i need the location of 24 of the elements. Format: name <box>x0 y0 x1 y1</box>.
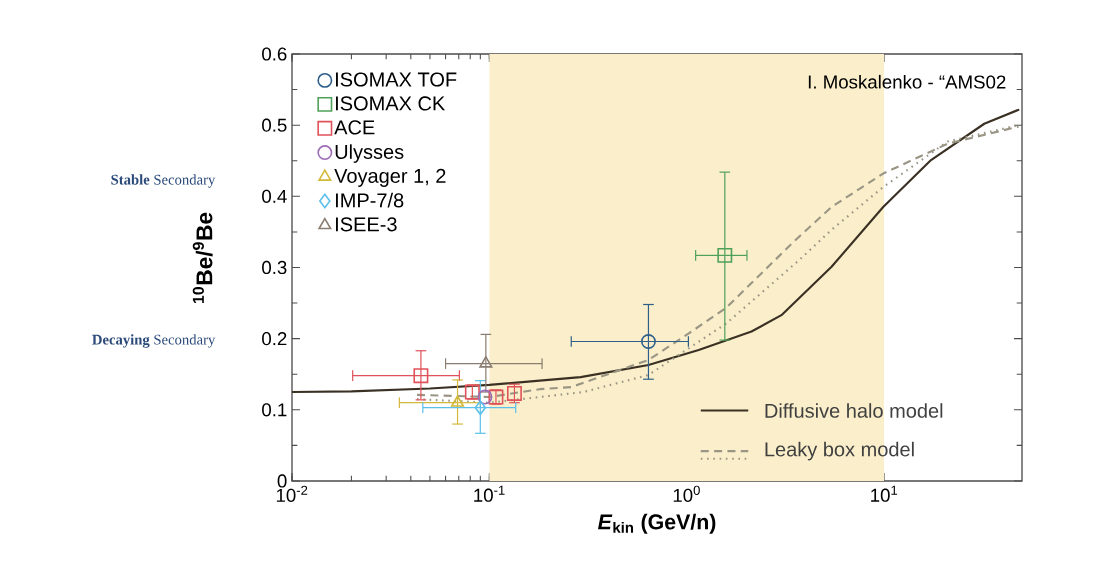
y-axis-title: $^{10}$Be/$^{9}$Be <box>192 212 213 304</box>
annotation: I. Moskalenko - “AMS02 <box>808 74 1006 89</box>
y-tick-label: 0.1 <box>262 403 287 417</box>
text: Stable Secondary <box>111 174 216 188</box>
legend-label: Voyager 1, 2 <box>334 168 446 187</box>
legend-label: Leaky box model <box>765 441 914 461</box>
y-tick-label: 0.5 <box>262 118 287 132</box>
x-axis-title: E$_{kin}$ (GeV/n) <box>597 513 716 534</box>
x-tick-label: 10$^{0}$ <box>673 485 700 502</box>
legend-label: ISOMAX CK <box>336 96 446 111</box>
legend-label: ISOMAX TOF <box>336 72 457 87</box>
y-tick-label: 0 <box>277 474 287 488</box>
legend-label: ACE <box>334 120 375 135</box>
y-tick-label: 0.6 <box>262 47 287 61</box>
legend-label: Ulysses <box>335 144 404 163</box>
x-tick-label: 10$^{-1}$ <box>474 485 505 502</box>
y-tick-label: 0.3 <box>262 260 287 275</box>
y-tick-label: 0.2 <box>262 332 287 346</box>
y-tick-label: 0.4 <box>262 189 287 203</box>
text: Decaying Secondary <box>92 334 216 348</box>
legend-label: IMP-7/8 <box>336 192 404 208</box>
legend-label: Diffusive halo model <box>765 403 943 418</box>
x-tick-label: 10$^{1}$ <box>871 485 898 502</box>
legend-label: ISEE-3 <box>336 217 397 232</box>
